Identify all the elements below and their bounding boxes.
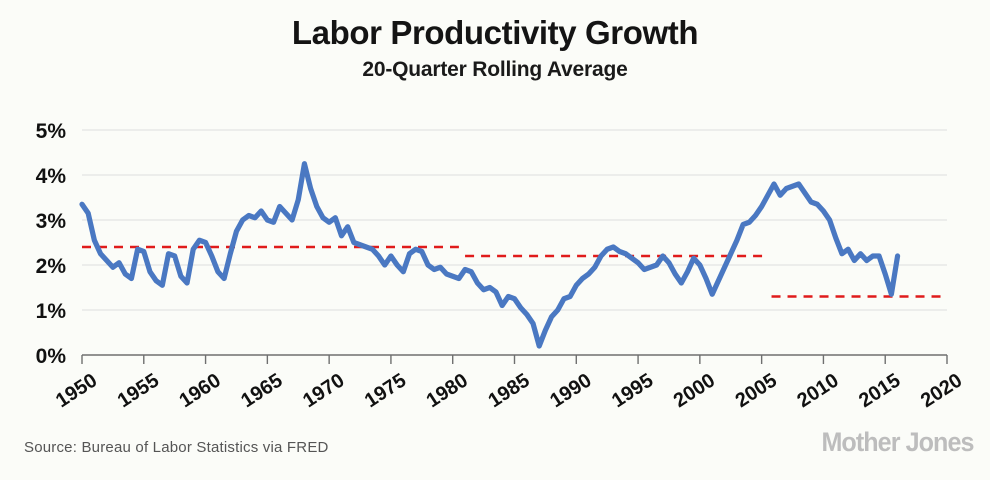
page-subtitle: 20-Quarter Rolling Average <box>362 58 628 81</box>
series-path <box>79 161 901 349</box>
x-tick-label: 1955 <box>114 369 163 412</box>
x-tick-label: 1970 <box>299 369 348 412</box>
trend-lines <box>82 245 947 298</box>
x-tick-label: 2020 <box>917 369 966 412</box>
y-tick-label: 3% <box>36 210 67 233</box>
source-note: Source: Bureau of Labor Statistics via F… <box>24 439 329 456</box>
x-tick-label: 2000 <box>670 369 719 412</box>
x-tick-label: 1995 <box>608 369 657 412</box>
x-tick-label: 1950 <box>52 369 101 412</box>
x-axis <box>81 354 948 364</box>
gridlines <box>82 129 947 311</box>
x-tick-label: 1960 <box>176 369 225 412</box>
x-axis-labels: 1950 1955 1960 1965 1970 1975 1980 1985 1990 1995… <box>52 369 966 412</box>
y-tick-label: 4% <box>36 165 67 188</box>
x-tick-label: 2015 <box>855 369 904 412</box>
y-tick-label: 2% <box>36 255 67 278</box>
data-series-line <box>79 161 901 349</box>
y-tick-label: 1% <box>36 300 67 323</box>
y-tick-label: 0% <box>36 345 67 368</box>
x-tick-label: 1985 <box>484 369 533 412</box>
x-tick-label: 1990 <box>546 369 595 412</box>
brand-logo: Mother Jones <box>821 427 975 457</box>
x-tick-label: 2010 <box>793 369 842 412</box>
x-tick-label: 1975 <box>361 369 410 412</box>
x-tick-label: 1965 <box>237 369 286 412</box>
x-tick-label: 2005 <box>732 369 781 412</box>
x-tick-label: 1980 <box>423 369 472 412</box>
page-title: Labor Productivity Growth <box>291 14 699 51</box>
y-tick-label: 5% <box>36 120 67 143</box>
y-axis-labels: 0% 1% 2% 3% 4% 5% <box>36 120 67 368</box>
